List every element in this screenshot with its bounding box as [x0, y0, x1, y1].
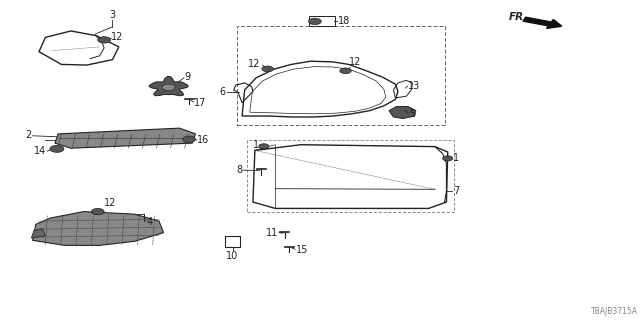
Circle shape — [308, 18, 321, 25]
Circle shape — [262, 66, 273, 72]
Text: 1: 1 — [453, 153, 459, 164]
Text: 10: 10 — [227, 251, 239, 261]
Polygon shape — [55, 128, 195, 148]
Bar — [246, 140, 454, 212]
Bar — [237, 26, 445, 125]
Text: 5: 5 — [410, 109, 415, 119]
Circle shape — [443, 156, 453, 161]
Circle shape — [92, 208, 104, 215]
Text: TBAJB3715A: TBAJB3715A — [591, 307, 638, 316]
Text: 6: 6 — [220, 87, 225, 98]
Text: 7: 7 — [453, 186, 459, 196]
Circle shape — [50, 145, 64, 152]
Text: 14: 14 — [35, 146, 47, 156]
Text: FR.: FR. — [508, 12, 528, 22]
Polygon shape — [31, 228, 45, 238]
Bar — [308, 16, 335, 26]
Text: 11: 11 — [266, 228, 278, 238]
Text: 15: 15 — [296, 245, 308, 255]
Text: 12: 12 — [349, 57, 361, 67]
Text: 4: 4 — [147, 217, 152, 227]
Text: 12: 12 — [248, 60, 260, 69]
Circle shape — [182, 136, 195, 142]
Circle shape — [340, 68, 351, 74]
Polygon shape — [389, 107, 416, 119]
Bar — [225, 236, 239, 247]
Circle shape — [163, 84, 175, 91]
Text: 2: 2 — [25, 130, 31, 140]
Text: 18: 18 — [338, 16, 350, 27]
Text: 13: 13 — [408, 81, 420, 91]
Text: 9: 9 — [184, 72, 191, 82]
FancyArrow shape — [523, 17, 562, 28]
Text: 12: 12 — [111, 32, 124, 42]
Circle shape — [259, 144, 269, 149]
Text: 3: 3 — [109, 10, 115, 20]
Polygon shape — [33, 212, 164, 245]
Polygon shape — [149, 76, 188, 96]
Text: 16: 16 — [197, 135, 210, 145]
Text: 8: 8 — [236, 165, 242, 175]
Text: 17: 17 — [194, 98, 207, 108]
Text: 1: 1 — [253, 140, 259, 150]
Circle shape — [98, 37, 111, 43]
Text: 12: 12 — [104, 198, 116, 208]
